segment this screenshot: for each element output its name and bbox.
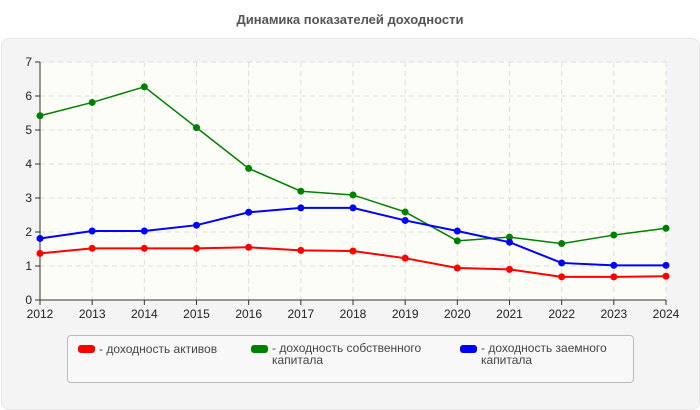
data-point xyxy=(662,272,670,280)
x-tick-label: 2018 xyxy=(340,307,367,321)
legend-swatch xyxy=(251,345,268,353)
x-tick-label: 2023 xyxy=(600,307,627,321)
data-point xyxy=(610,273,618,281)
data-point xyxy=(662,261,670,269)
data-point xyxy=(88,244,96,252)
data-point xyxy=(662,224,670,232)
data-point xyxy=(36,249,44,257)
data-point xyxy=(245,208,253,216)
data-point xyxy=(506,233,513,241)
legend-item-assets: - доходность активов xyxy=(78,342,249,356)
data-point xyxy=(140,244,148,252)
y-tick-label: 6 xyxy=(25,89,32,103)
data-point xyxy=(558,273,566,281)
y-tick-label: 1 xyxy=(25,259,32,273)
x-tick-label: 2014 xyxy=(131,307,158,321)
data-point xyxy=(453,264,461,272)
line-chart: 0 1 2 3 4 5 6 7 2012 2013 2014 2015 2016 2017 2018 2019… xyxy=(25,55,680,321)
data-point xyxy=(140,83,148,91)
legend-item-debt: - доходность заемного капитала xyxy=(460,342,636,366)
legend: - доходность активов - доходность собств… xyxy=(67,335,634,383)
y-tick-label: 0 xyxy=(25,293,32,307)
legend-label: - доходность заемного капитала xyxy=(481,341,607,367)
data-point xyxy=(401,216,409,224)
y-tick-label: 3 xyxy=(25,191,32,205)
data-point xyxy=(36,112,44,120)
x-tick-label: 2019 xyxy=(392,307,419,321)
data-point xyxy=(297,246,305,254)
data-point xyxy=(506,265,513,273)
data-point xyxy=(401,208,409,216)
data-point xyxy=(506,238,513,246)
x-tick-label: 2021 xyxy=(496,307,523,321)
data-point xyxy=(36,234,44,242)
data-point xyxy=(297,204,305,212)
legend-label: - доходность активов xyxy=(99,342,218,356)
data-point xyxy=(349,191,357,199)
x-tick-label: 2012 xyxy=(27,307,54,321)
data-point xyxy=(558,259,566,267)
data-point xyxy=(401,254,409,262)
x-tick-label: 2022 xyxy=(548,307,575,321)
x-tick-label: 2016 xyxy=(235,307,262,321)
data-point xyxy=(558,240,566,248)
data-point xyxy=(349,204,357,212)
data-point xyxy=(245,243,253,251)
data-point xyxy=(193,244,200,252)
data-point xyxy=(297,187,305,195)
y-tick-label: 7 xyxy=(25,55,32,69)
data-point xyxy=(349,247,357,255)
data-point xyxy=(88,227,96,235)
legend-item-equity: - доходность собственного капитала xyxy=(251,342,442,366)
data-point xyxy=(453,227,461,235)
data-point xyxy=(193,124,200,132)
x-tick-label: 2013 xyxy=(79,307,106,321)
legend-swatch xyxy=(78,345,95,353)
x-tick-label: 2015 xyxy=(183,307,210,321)
legend-swatch xyxy=(460,345,477,353)
data-point xyxy=(88,98,96,106)
x-tick-label: 2020 xyxy=(444,307,471,321)
y-tick-label: 4 xyxy=(25,157,32,171)
data-point xyxy=(610,231,618,239)
data-point xyxy=(453,237,461,245)
x-tick-label: 2024 xyxy=(653,307,680,321)
chart-title: Динамика показателей доходности xyxy=(236,12,464,27)
legend-label: - доходность собственного капитала xyxy=(272,341,422,367)
data-point xyxy=(245,164,253,172)
data-point xyxy=(140,227,148,235)
data-point xyxy=(610,261,618,269)
data-point xyxy=(193,221,200,229)
y-tick-label: 2 xyxy=(25,225,32,239)
x-tick-label: 2017 xyxy=(287,307,314,321)
y-tick-label: 5 xyxy=(25,123,32,137)
